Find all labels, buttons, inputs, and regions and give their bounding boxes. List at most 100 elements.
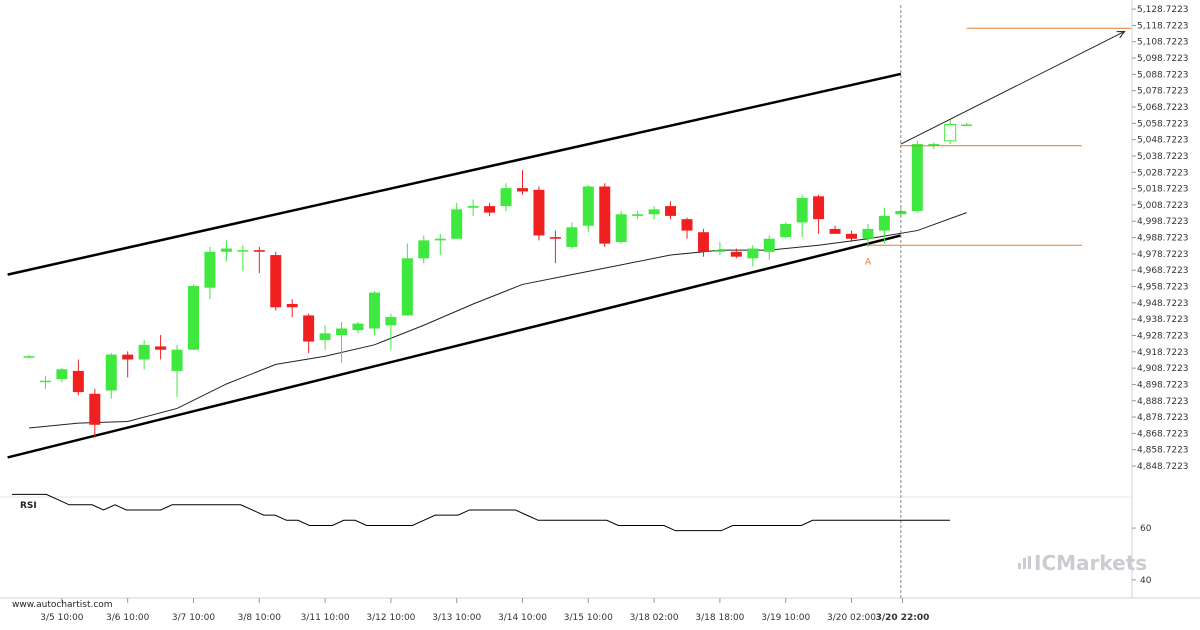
channel-layer [7,72,902,459]
x-tick-label: 3/19 10:00 [761,613,810,623]
candle-bear [533,189,545,236]
source-label: www.autochartist.com [12,600,113,610]
y-tick-label: 5,038.7223 [1137,152,1189,162]
candle-bear [517,188,528,192]
candle-bull [747,248,759,259]
candle-bear [484,206,496,213]
candle-bull [648,209,660,215]
candle-bear [730,251,742,257]
candle-bull [944,124,957,142]
x-tick-label: 3/7 10:00 [172,613,216,623]
candle-bull [961,124,973,126]
y-tick-label: 5,078.7223 [1137,87,1189,97]
y-tick-label: 4,878.7223 [1137,413,1189,423]
candle-bull [401,258,413,316]
candle-bear [286,304,298,308]
candle-bull [319,333,331,340]
y-tick-label: 4,998.7223 [1137,217,1189,227]
labels-layer: A [865,257,872,267]
candle-bull [220,248,232,252]
candle-bear [122,354,134,360]
candle-bear [681,219,693,231]
candle-bear [665,206,677,216]
candle-bull [763,238,775,252]
broker-logo: ICMarkets [1018,551,1147,575]
x-tick-label: 3/6 10:00 [106,613,150,623]
x-tick-label: 3/20 02:00 [827,613,876,623]
y-tick-label: 5,108.7223 [1137,38,1189,48]
candle-bear [155,346,167,350]
candle-bull [632,214,644,216]
projection-line [900,31,1125,145]
y-tick-label: 4,868.7223 [1137,429,1189,439]
candle-bear [270,255,282,308]
x-tick-label: 3/20 22:00 [876,613,930,623]
candle-bull [500,188,512,207]
x-tick-label: 3/13 10:00 [432,613,481,623]
candle-bull [928,144,940,146]
x-tick-label: 3/5 10:00 [40,613,84,623]
y-tick-label: 4,908.7223 [1137,364,1189,374]
rsi-title: RSI [20,501,37,511]
candle-bull [204,251,216,288]
x-tick-label: 3/15 10:00 [564,613,613,623]
projection-arrowhead [1116,30,1126,39]
x-tick-label: 3/14 10:00 [498,613,547,623]
candle-bull [451,209,463,239]
candle-bear [829,228,841,234]
candle-bull [39,380,51,383]
candle-bear [89,393,101,425]
channel-upper-line [7,72,902,276]
candle-bear [72,370,84,393]
candle-bull [878,215,890,231]
candle-bull [780,224,792,238]
y-tick-label: 5,058.7223 [1137,119,1189,129]
candle-bull [237,250,249,252]
candle-bull [138,344,150,360]
candle-bull [714,250,726,252]
y-tick-label: 4,888.7223 [1137,397,1189,407]
candle-bull [56,369,68,380]
candle-bear [846,233,857,239]
candles-layer [23,119,973,438]
x-tick-label: 3/18 18:00 [695,613,744,623]
rsi-tick-label: 40 [1140,576,1152,586]
candle-bear [697,232,709,252]
channel-lower-line [7,234,902,459]
y-tick-label: 4,848.7223 [1137,462,1189,472]
y-tick-label: 4,928.7223 [1137,331,1189,341]
watermark-text: ICMarkets [1034,551,1147,575]
candle-bull [862,228,874,239]
candle-bull [566,227,578,247]
y-tick-label: 4,958.7223 [1137,283,1189,293]
y-tick-label: 5,098.7223 [1137,54,1189,64]
x-tick-label: 3/18 02:00 [630,613,679,623]
y-tick-label: 4,918.7223 [1137,348,1189,358]
y-tick-label: 5,088.7223 [1137,70,1189,80]
rsi-layer [12,493,950,532]
candle-bull [418,240,430,259]
candle-bear [303,315,315,342]
y-tick-label: 5,068.7223 [1137,103,1189,113]
rsi-tick-label: 60 [1140,524,1152,534]
candle-bull [911,144,923,211]
point-label: A [865,257,872,267]
y-tick-label: 4,858.7223 [1137,446,1189,456]
y-tick-label: 4,988.7223 [1137,234,1189,244]
y-tick-label: 4,938.7223 [1137,315,1189,325]
y-tick-label: 4,948.7223 [1137,299,1189,309]
candle-bull [615,214,627,242]
candle-bull [336,328,348,336]
candle-bull [385,317,397,326]
y-tick-label: 4,978.7223 [1137,250,1189,260]
candle-bull [434,238,446,241]
y-tick-label: 5,048.7223 [1137,136,1189,146]
logo-bars-icon [1018,556,1031,569]
y-tick-label: 4,968.7223 [1137,266,1189,276]
candle-bull [796,197,808,223]
x-tick-label: 3/11 10:00 [301,613,350,623]
y-tick-label: 5,018.7223 [1137,185,1189,195]
